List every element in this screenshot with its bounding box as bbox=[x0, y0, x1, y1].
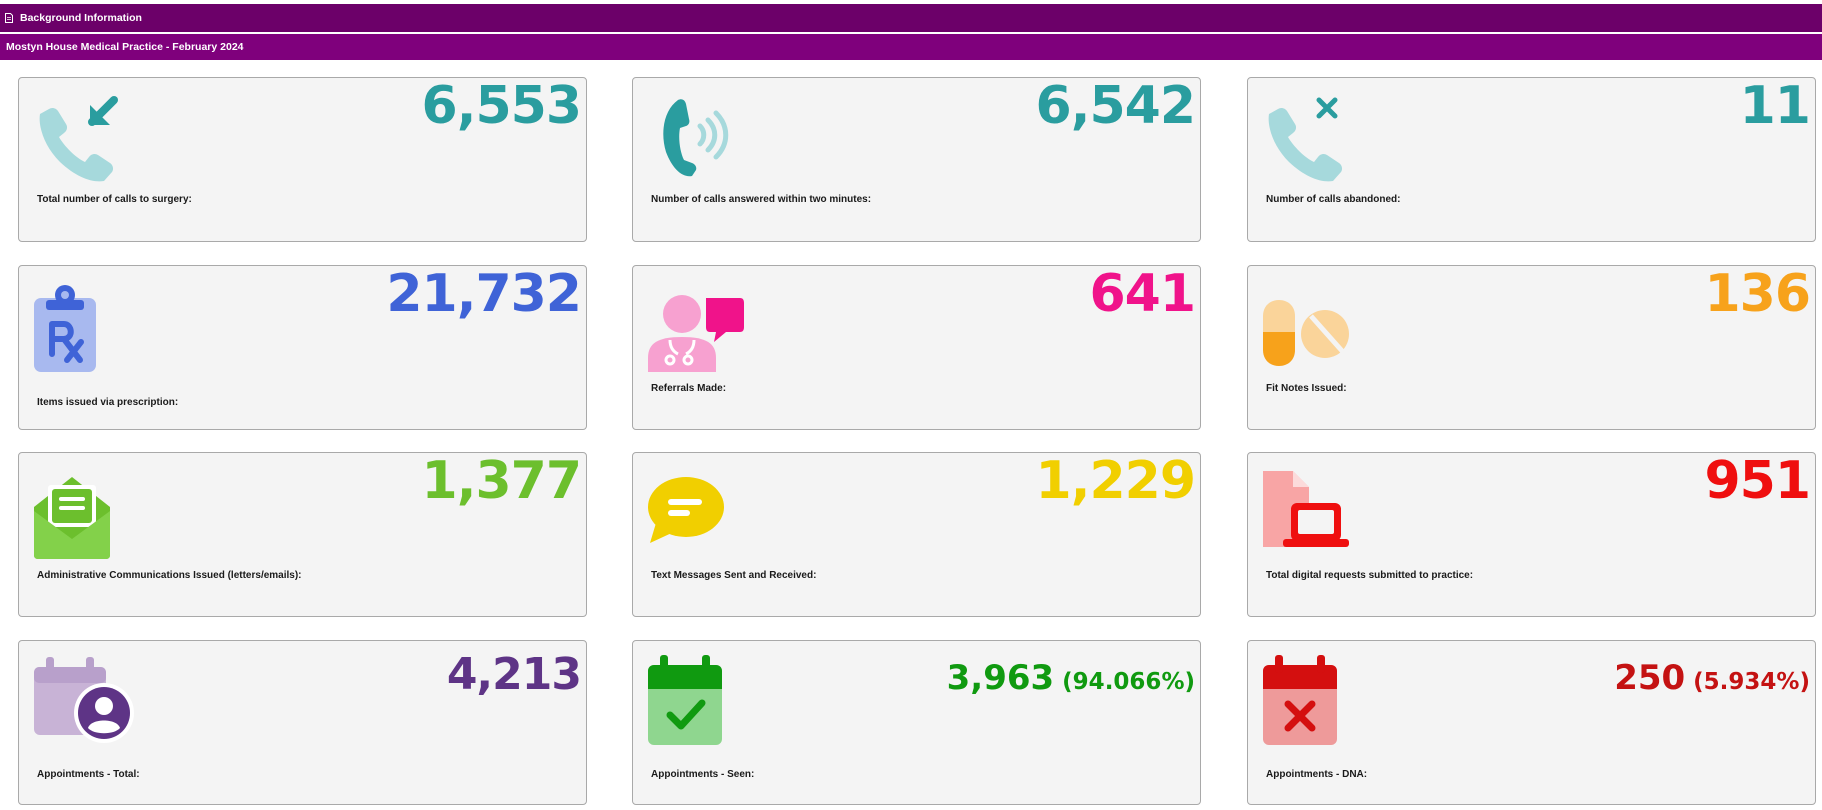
open-envelope-icon bbox=[34, 477, 110, 559]
section-title: Background Information bbox=[20, 12, 142, 24]
card-text-messages: 1,229 Text Messages Sent and Received: bbox=[632, 452, 1201, 617]
card-label: Items issued via prescription: bbox=[37, 397, 179, 408]
card-label: Administrative Communications Issued (le… bbox=[37, 570, 302, 581]
card-value: 250 (5.934%) bbox=[1614, 661, 1810, 695]
phone-incoming-icon bbox=[39, 96, 118, 182]
card-label: Number of calls abandoned: bbox=[1266, 194, 1401, 205]
card-calls-total: 6,553 Total number of calls to surgery: bbox=[18, 77, 587, 242]
card-value: 21,732 bbox=[386, 264, 582, 324]
card-admin-comms: 1,377 Administrative Communications Issu… bbox=[18, 452, 587, 617]
card-value: 6,542 bbox=[1035, 76, 1196, 136]
card-value: 136 bbox=[1704, 264, 1811, 324]
card-label: Total number of calls to surgery: bbox=[37, 194, 192, 205]
doctor-chat-icon bbox=[648, 295, 744, 372]
card-label: Fit Notes Issued: bbox=[1266, 383, 1347, 394]
card-value: 1,377 bbox=[421, 451, 582, 511]
practice-title: Mostyn House Medical Practice - February… bbox=[6, 41, 244, 53]
card-calls-answered: 6,542 Number of calls answered within tw… bbox=[632, 77, 1201, 242]
card-calls-abandoned: 11 Number of calls abandoned: bbox=[1247, 77, 1816, 242]
card-fit-notes: 136 Fit Notes Issued: bbox=[1247, 265, 1816, 430]
speech-bubble-icon bbox=[648, 477, 724, 543]
prescription-clipboard-icon bbox=[34, 285, 96, 372]
card-appointments-dna: 250 (5.934%) Appointments - DNA: bbox=[1247, 640, 1816, 805]
phone-missed-icon bbox=[1268, 97, 1343, 182]
phone-ringing-icon bbox=[663, 99, 729, 177]
card-appointments-total: 4,213 Appointments - Total: bbox=[18, 640, 587, 805]
value-number: 3,963 bbox=[946, 658, 1055, 698]
card-label: Number of calls answered within two minu… bbox=[651, 194, 872, 205]
card-appointments-seen: 3,963 (94.066%) Appointments - Seen: bbox=[632, 640, 1201, 805]
card-value: 951 bbox=[1704, 451, 1811, 511]
value-percent: (5.934%) bbox=[1693, 669, 1810, 695]
card-label: Total digital requests submitted to prac… bbox=[1266, 570, 1474, 581]
card-value: 1,229 bbox=[1035, 451, 1196, 511]
calendar-check-icon bbox=[648, 655, 722, 745]
value-number: 250 bbox=[1614, 658, 1686, 698]
calendar-cross-icon bbox=[1263, 655, 1337, 745]
card-label: Referrals Made: bbox=[651, 383, 727, 394]
card-label: Text Messages Sent and Received: bbox=[651, 570, 817, 581]
card-referrals: 641 Referrals Made: bbox=[632, 265, 1201, 430]
practice-banner: Mostyn House Medical Practice - February… bbox=[0, 34, 1822, 60]
card-digital-requests: 951 Total digital requests submitted to … bbox=[1247, 452, 1816, 617]
card-value: 4,213 bbox=[446, 649, 582, 700]
card-value: 6,553 bbox=[421, 76, 582, 136]
card-prescriptions: 21,732 Items issued via prescription: bbox=[18, 265, 587, 430]
document-laptop-icon bbox=[1263, 471, 1349, 547]
document-icon bbox=[5, 13, 13, 23]
card-value: 3,963 (94.066%) bbox=[947, 661, 1195, 695]
card-label: Appointments - Total: bbox=[37, 769, 140, 780]
card-label: Appointments - DNA: bbox=[1266, 769, 1368, 780]
calendar-user-icon bbox=[34, 657, 134, 743]
pills-icon bbox=[1263, 300, 1349, 366]
card-label: Appointments - Seen: bbox=[651, 769, 755, 780]
value-percent: (94.066%) bbox=[1062, 669, 1195, 695]
card-value: 641 bbox=[1089, 264, 1196, 324]
section-header[interactable]: Background Information bbox=[0, 4, 1822, 32]
card-value: 11 bbox=[1739, 76, 1811, 136]
